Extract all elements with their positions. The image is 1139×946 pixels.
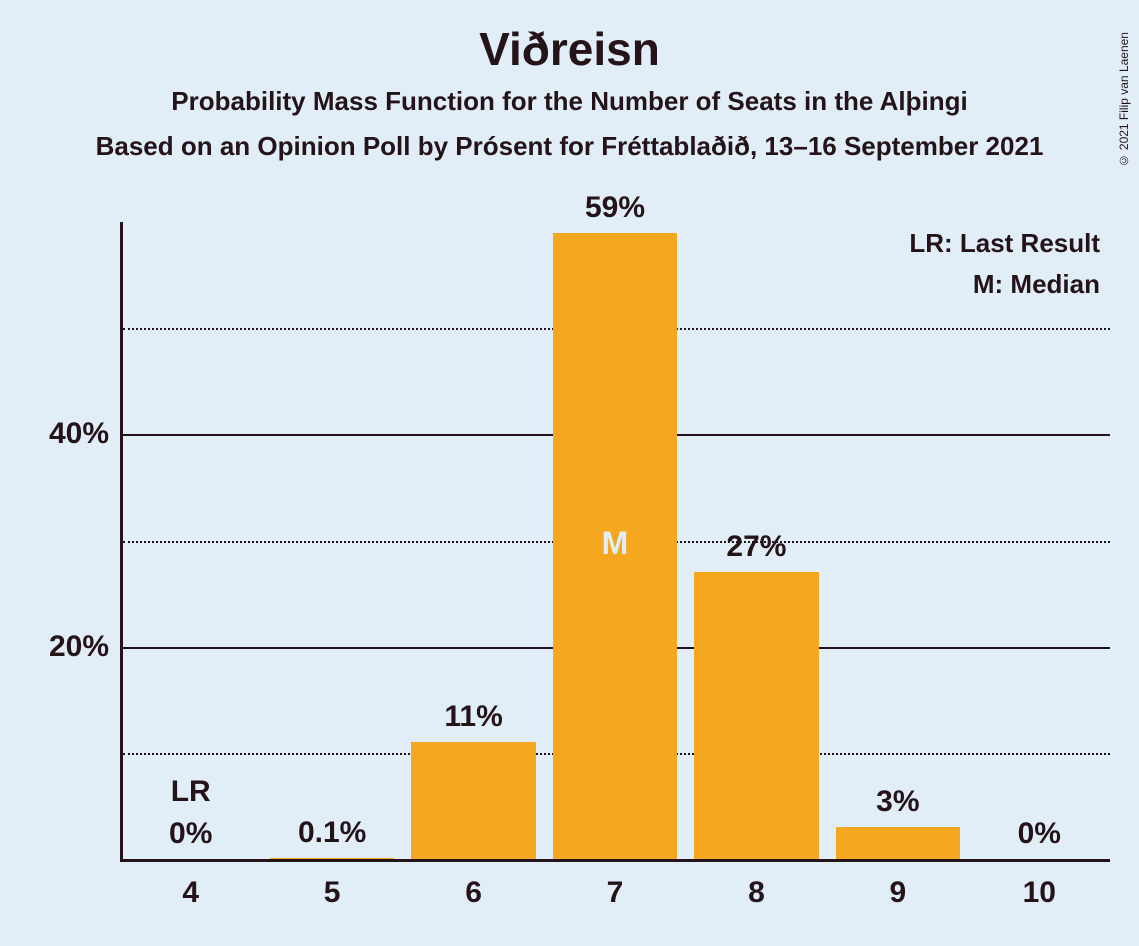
bar-slot: 59%M	[544, 222, 685, 859]
x-tick-label: 5	[261, 876, 402, 910]
x-tick-label: 8	[686, 876, 827, 910]
x-tick-label: 10	[969, 876, 1110, 910]
bar-value-label: 27%	[686, 530, 827, 564]
x-tick-label: 9	[827, 876, 968, 910]
legend-m: M: Median	[909, 269, 1100, 300]
bar-slot: 0%	[969, 222, 1110, 859]
bar-slot: 3%	[827, 222, 968, 859]
bar-value-label: 0%	[120, 817, 261, 851]
copyright-text: © 2021 Filip van Laenen	[1117, 32, 1131, 167]
y-tick-label: 20%	[9, 630, 109, 664]
x-tick-label: 4	[120, 876, 261, 910]
bars-group: 0%LR0.1%11%59%M27%3%0%	[120, 222, 1110, 859]
chart-title: Viðreisn	[0, 22, 1139, 76]
chart-subtitle-2: Based on an Opinion Poll by Prósent for …	[0, 131, 1139, 162]
bar-slot: 0.1%	[261, 222, 402, 859]
x-axis	[120, 859, 1110, 862]
bar	[836, 827, 960, 859]
bar-slot: 11%	[403, 222, 544, 859]
x-tick-label: 7	[544, 876, 685, 910]
plot-area: 0%LR0.1%11%59%M27%3%0% LR: Last Result M…	[120, 222, 1110, 862]
bar-annotation-lr: LR	[120, 775, 261, 809]
bar	[411, 742, 535, 859]
bar-value-label: 11%	[403, 700, 544, 734]
chart-container: 0%LR0.1%11%59%M27%3%0% LR: Last Result M…	[0, 212, 1139, 932]
legend: LR: Last Result M: Median	[909, 228, 1100, 310]
bar-value-label: 0%	[969, 817, 1110, 851]
bar	[694, 572, 818, 859]
bar-slot: 0% LR	[120, 222, 261, 859]
bar-annotation-median: M	[544, 525, 685, 562]
y-tick-label: 40%	[9, 417, 109, 451]
x-tick-label: 6	[403, 876, 544, 910]
chart-subtitle-1: Probability Mass Function for the Number…	[0, 86, 1139, 117]
legend-lr: LR: Last Result	[909, 228, 1100, 259]
bar-value-label: 3%	[827, 785, 968, 819]
bar-value-label: 0.1%	[261, 816, 402, 850]
bar-slot: 27%	[686, 222, 827, 859]
bar-value-label: 59%	[544, 191, 685, 225]
bar	[270, 858, 394, 859]
